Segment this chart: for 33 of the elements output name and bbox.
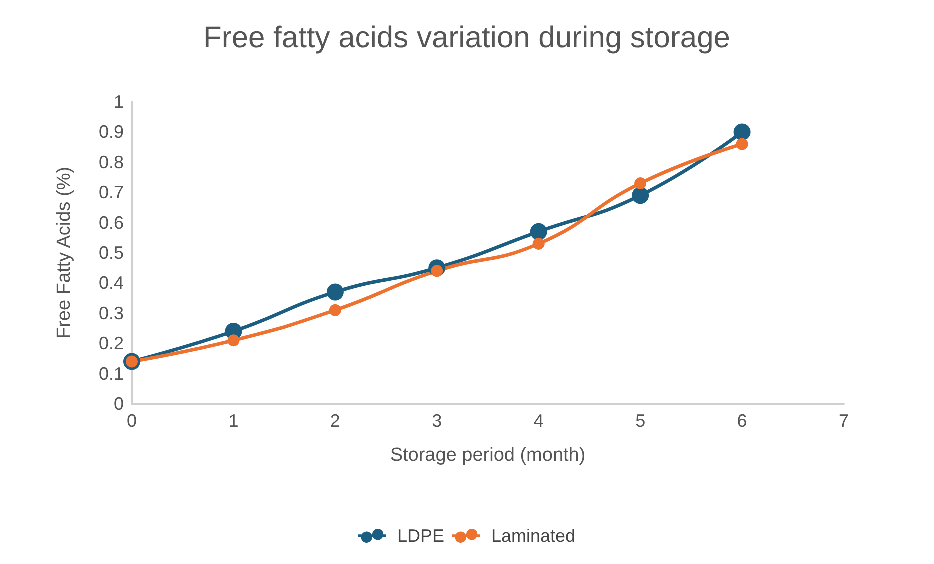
point	[228, 334, 240, 347]
x-tick-label: 4	[534, 411, 544, 431]
y-tick-label: 0.8	[98, 152, 124, 172]
x-axis-title: Storage period (month)	[390, 445, 586, 466]
legend-label: LDPE	[397, 526, 444, 546]
x-tick-label: 6	[737, 411, 748, 431]
point	[634, 178, 647, 190]
point	[326, 284, 344, 301]
legend-label: Laminated	[491, 526, 576, 546]
y-tick-label: 0.7	[98, 182, 124, 203]
y-tick-label: 0.4	[98, 273, 124, 294]
x-tick-label: 7	[838, 411, 850, 431]
point	[329, 304, 342, 316]
y-tick-label: 0.3	[98, 303, 124, 324]
x-tick-label: 0	[126, 411, 138, 431]
point	[736, 138, 748, 150]
point	[632, 187, 650, 204]
point	[734, 124, 751, 141]
point	[532, 238, 545, 250]
y-tick-label: 0	[114, 394, 124, 414]
point	[530, 223, 548, 240]
y-tick-label: 0.6	[98, 212, 124, 233]
chart-title: Free fatty acids variation during storage	[204, 22, 730, 54]
x-tick-label: 1	[228, 411, 239, 431]
y-tick-label: 0.1	[98, 364, 124, 384]
x-tick-label: 3	[432, 411, 442, 431]
x-tick-label: 2	[330, 411, 340, 431]
y-tick-label: 0.5	[98, 243, 124, 263]
y-tick-label: 0.2	[98, 334, 124, 354]
x-tick-label: 5	[636, 411, 646, 431]
y-tick-label: 1	[114, 92, 124, 112]
y-tick-label: 0.9	[98, 122, 124, 142]
y-axis-title: Free Fatty Acids (%)	[54, 166, 75, 340]
